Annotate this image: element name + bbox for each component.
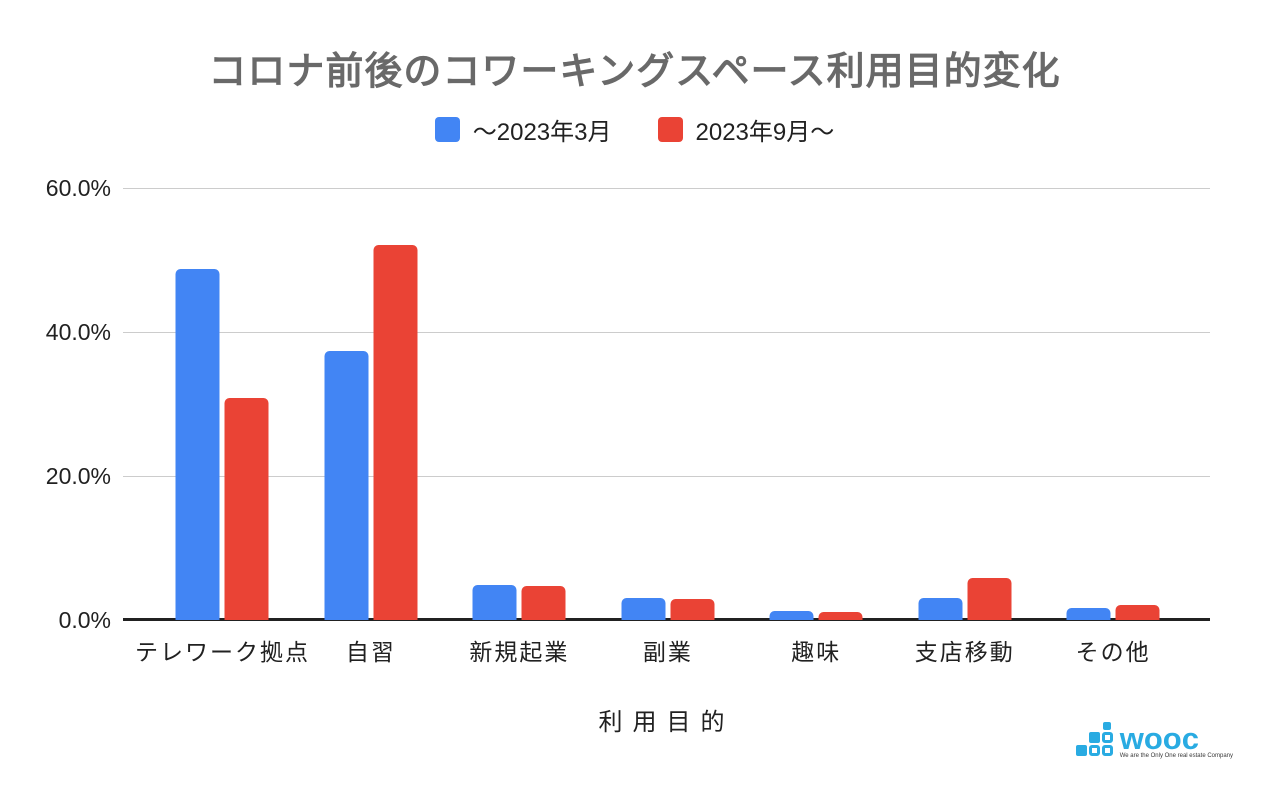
bar-group [324, 244, 418, 620]
bar [472, 584, 517, 620]
bar-group [918, 577, 1012, 620]
gridline-60 [123, 188, 1210, 189]
gridline-40 [123, 332, 1210, 333]
legend-label-before-period: ～2023年3月 [472, 119, 612, 146]
legend-item-before-period: ～2023年3月 [434, 112, 612, 147]
y-axis-tick-label: 0.0% [58, 607, 111, 633]
bar-group [1066, 604, 1160, 620]
x-axis-baseline [123, 618, 1210, 621]
y-axis-tick-label: 40.0% [45, 319, 111, 345]
x-axis-labels: テレワーク拠点 自習 新規起業 副業 趣味 支店移動 その他 [123, 633, 1210, 667]
y-axis-labels: 60.0% 40.0% 20.0% 0.0% [0, 175, 111, 633]
x-axis-category-label: 副業 [642, 639, 693, 665]
legend: ～2023年3月 2023年9月～ [0, 112, 1269, 147]
bar [1066, 607, 1111, 620]
bar [224, 397, 269, 620]
x-axis-category-label: 新規起業 [469, 639, 570, 665]
bar [324, 350, 369, 620]
bar [621, 597, 666, 620]
bar [818, 612, 863, 620]
x-axis-category-label: 趣味 [791, 639, 842, 665]
wooc-logo-text: wooc We are the Only One real estate Com… [1119, 720, 1233, 759]
wooc-wordmark: wooc [1119, 720, 1199, 756]
chart-title: コロナ前後のコワーキングスペース利用目的変化 [208, 51, 1061, 93]
bar [967, 577, 1012, 620]
wooc-tagline: We are the Only One real estate Company [1119, 753, 1233, 759]
bar [918, 597, 963, 620]
bar-group [769, 611, 863, 620]
x-axis-category-label: 自習 [345, 639, 396, 665]
legend-item-after-period: 2023年9月～ [657, 112, 835, 147]
legend-swatch-blue [434, 117, 460, 142]
gridline-20 [123, 476, 1210, 477]
wooc-logo: wooc We are the Only One real estate Com… [1075, 719, 1233, 759]
legend-label-after-period: 2023年9月～ [695, 119, 835, 146]
bar [769, 611, 814, 620]
bar [521, 586, 566, 620]
legend-swatch-red [657, 117, 683, 142]
bar [1115, 604, 1160, 620]
bar [175, 268, 220, 620]
wooc-logo-squares-icon [1075, 719, 1113, 759]
bar-group [175, 268, 269, 620]
x-axis-category-label: その他 [1075, 639, 1151, 665]
x-axis-category-label: テレワーク拠点 [134, 639, 310, 665]
bar [670, 599, 715, 620]
x-axis-title: 利用目的 [598, 709, 735, 736]
x-axis-category-label: 支店移動 [914, 639, 1015, 665]
y-axis-tick-label: 60.0% [45, 175, 111, 201]
y-axis-tick-label: 20.0% [45, 463, 111, 489]
bar-group [621, 597, 715, 620]
bar [373, 244, 418, 620]
bar-group [472, 584, 566, 620]
plot-area [123, 188, 1210, 621]
